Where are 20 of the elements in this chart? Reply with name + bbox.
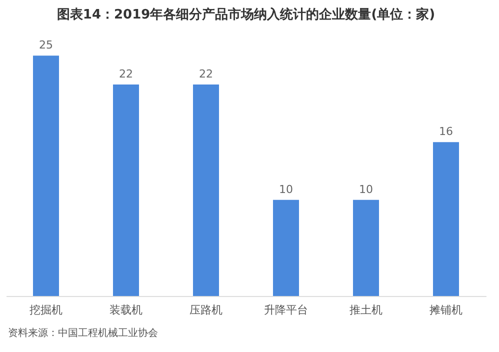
bar [433, 142, 459, 296]
bar [193, 84, 219, 296]
data-label: 22 [199, 67, 213, 80]
data-label: 10 [279, 182, 293, 196]
x-tick-label: 装载机 [110, 304, 142, 316]
bar [113, 84, 139, 296]
x-tick-label: 推土机 [350, 304, 382, 316]
bar [33, 56, 59, 296]
x-tick-label: 挖掘机 [30, 304, 62, 316]
data-label: 22 [119, 67, 133, 80]
bar [273, 200, 299, 296]
x-tick-label: 压路机 [190, 304, 222, 316]
data-label: 16 [439, 125, 453, 138]
text: 资料来源：中国工程机械工业协会 [8, 326, 158, 340]
x-tick-label: 升降平台 [264, 304, 308, 316]
chart-title: 图表14：2019年各细分产品市场纳入统计的企业数量(单位：家) [56, 6, 436, 23]
data-label: 25 [39, 38, 53, 52]
x-tick-label: 摊铺机 [430, 304, 462, 316]
bar [353, 200, 379, 296]
data-label: 10 [359, 182, 373, 196]
